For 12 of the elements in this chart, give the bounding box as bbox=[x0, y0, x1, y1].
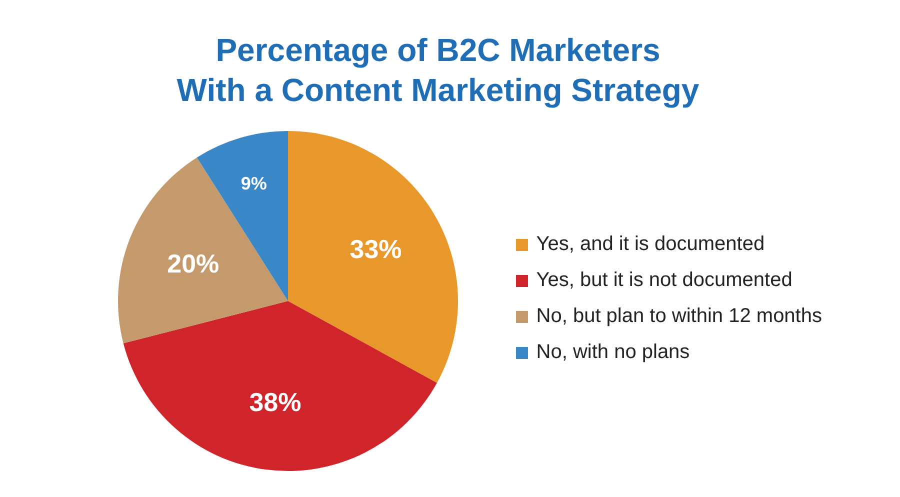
data-label: 38% bbox=[249, 387, 302, 418]
data-label: 33% bbox=[350, 234, 402, 264]
chart-title: Percentage of B2C Marketers With a Content Marketing Strategy bbox=[176, 31, 700, 110]
pie-slice bbox=[123, 301, 437, 471]
pie-slice bbox=[118, 157, 288, 344]
data-label: 20% bbox=[167, 248, 220, 278]
legend-label: No, with no plans bbox=[536, 341, 690, 363]
data-label: 9% bbox=[240, 173, 267, 194]
pie-slice bbox=[288, 131, 458, 383]
legend-label: No, but plan to within 12 months bbox=[536, 305, 822, 327]
legend-label: Yes, and it is documented bbox=[536, 233, 765, 255]
legend-label: Yes, but it is not documented bbox=[536, 269, 792, 291]
